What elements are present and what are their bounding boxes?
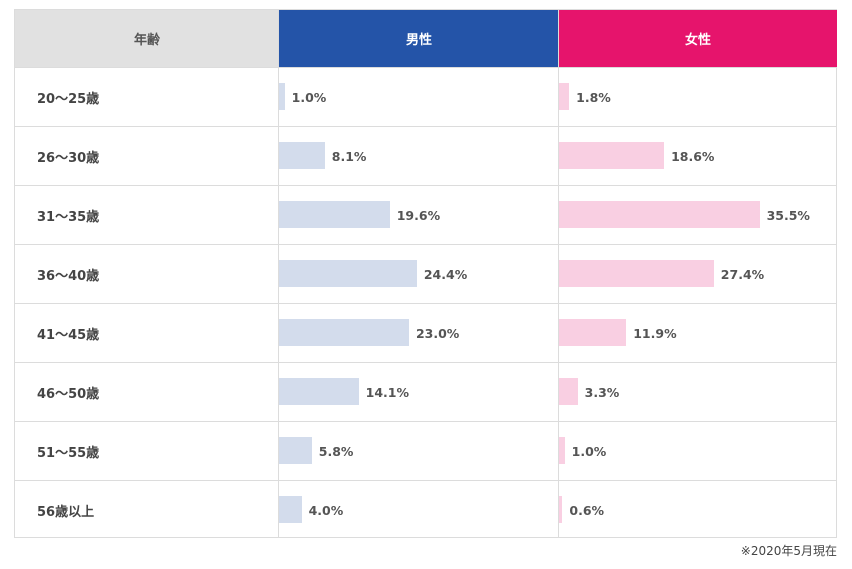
male-value-label: 14.1% — [365, 384, 410, 400]
female-bar — [559, 260, 714, 287]
female-bar — [559, 319, 627, 346]
age-label: 26〜30歳 — [37, 150, 100, 166]
female-value-label: 1.0% — [571, 443, 607, 459]
male-bar — [279, 319, 409, 346]
table-row: 41〜45歳 23.0% 11.9% — [15, 303, 837, 362]
female-value-label: 3.3% — [584, 384, 620, 400]
table-row: 31〜35歳 19.6% 35.5% — [15, 185, 837, 244]
male-value-label: 8.1% — [331, 148, 367, 164]
footnote: ※2020年5月現在 — [740, 544, 837, 558]
female-bar — [559, 437, 565, 464]
male-bar — [279, 496, 302, 523]
age-label: 20〜25歳 — [37, 91, 100, 107]
female-value-label: 18.6% — [671, 148, 715, 164]
age-label: 31〜35歳 — [37, 209, 100, 225]
header-male: 男性 — [279, 10, 559, 67]
table-row: 20〜25歳 1.0% 1.8% — [15, 67, 837, 126]
table-row: 51〜55歳 5.8% 1.0% — [15, 421, 837, 480]
age-distribution-table: 年齢 男性 女性 20〜25歳 1.0% 1.8% 26〜30歳 8.1% 18.6% 31… — [14, 9, 837, 538]
male-bar — [279, 437, 312, 464]
age-label: 56歳以上 — [37, 504, 95, 520]
male-value-label: 1.0% — [291, 89, 327, 105]
female-bar — [559, 496, 563, 523]
table-row: 26〜30歳 8.1% 18.6% — [15, 126, 837, 185]
female-value-label: 27.4% — [720, 266, 765, 282]
male-value-label: 23.0% — [415, 325, 460, 341]
male-value-label: 19.6% — [396, 207, 441, 223]
column-divider-1 — [278, 10, 279, 538]
female-bar — [559, 201, 760, 228]
female-value-label: 11.9% — [633, 325, 677, 341]
female-bar — [559, 142, 665, 169]
header-female: 女性 — [559, 10, 837, 67]
female-bar — [559, 378, 578, 405]
age-label: 51〜55歳 — [37, 445, 100, 461]
header-age: 年齢 — [15, 10, 279, 67]
male-value-label: 4.0% — [308, 502, 344, 518]
female-value-label: 0.6% — [569, 502, 605, 518]
age-label: 36〜40歳 — [37, 268, 100, 284]
table-row: 36〜40歳 24.4% 27.4% — [15, 244, 837, 303]
female-value-label: 35.5% — [766, 207, 810, 223]
male-value-label: 5.8% — [318, 443, 354, 459]
age-label: 46〜50歳 — [37, 386, 100, 402]
table-row: 46〜50歳 14.1% 3.3% — [15, 362, 837, 421]
age-label: 41〜45歳 — [37, 327, 100, 343]
male-bar — [279, 83, 285, 110]
male-bar — [279, 201, 390, 228]
table-row: 56歳以上 4.0% 0.6% — [15, 480, 837, 539]
male-bar — [279, 142, 325, 169]
male-bar — [279, 378, 359, 405]
male-bar — [279, 260, 417, 287]
male-value-label: 24.4% — [423, 266, 468, 282]
column-divider-2 — [558, 10, 559, 538]
female-value-label: 1.8% — [576, 89, 611, 105]
female-bar — [559, 83, 570, 110]
